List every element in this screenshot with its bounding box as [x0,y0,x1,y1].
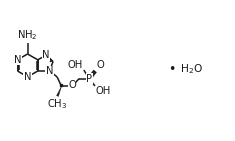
Text: P: P [86,74,92,84]
Text: •: • [168,62,176,75]
Text: OH: OH [68,60,83,70]
Text: H$_2$O: H$_2$O [180,62,203,76]
Text: OH: OH [96,86,111,96]
Text: N: N [14,55,21,65]
Text: NH$_2$: NH$_2$ [17,29,38,42]
Text: O: O [96,60,104,70]
Text: N: N [46,66,53,76]
Text: O: O [68,80,76,90]
Text: CH$_3$: CH$_3$ [47,97,68,111]
Text: N: N [24,72,31,82]
Text: N: N [43,50,50,60]
Polygon shape [57,86,62,96]
